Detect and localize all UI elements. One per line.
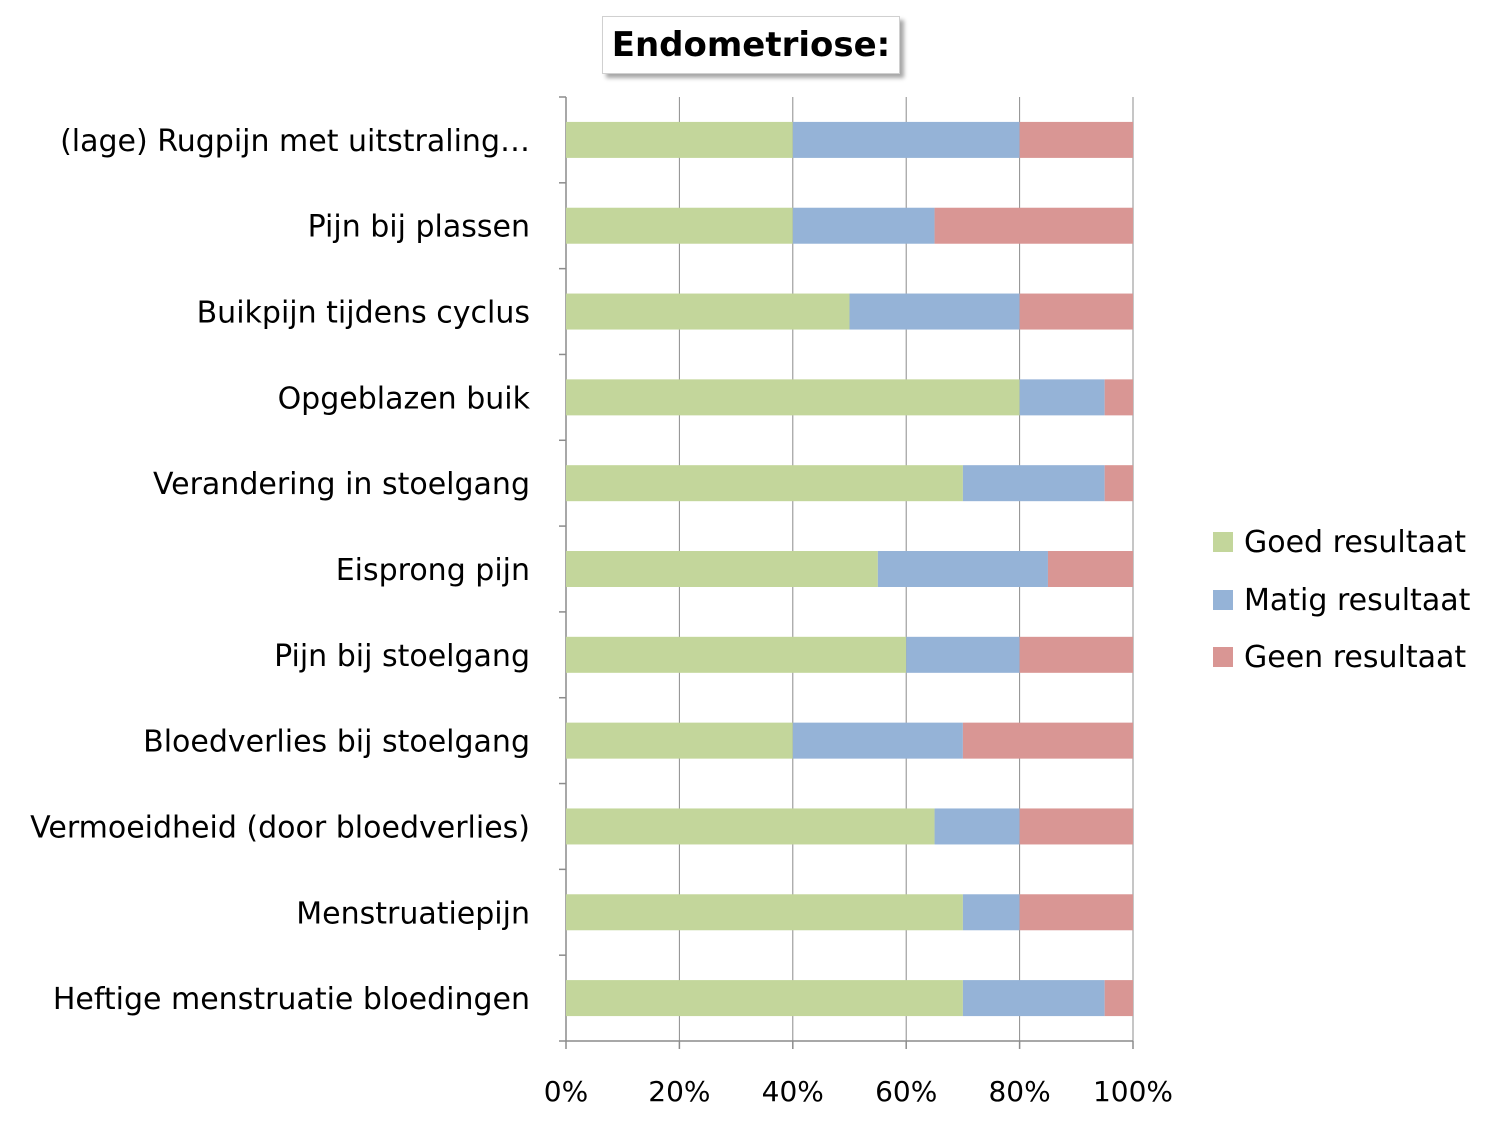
- legend-label: Geen resultaat: [1244, 640, 1466, 675]
- bar-segment: [962, 465, 1105, 502]
- bar-segment: [566, 551, 878, 587]
- chart-title: Endometriose:: [611, 25, 891, 65]
- bar-segment: [792, 207, 935, 244]
- bar-segment: [1019, 121, 1133, 158]
- bar-segment: [877, 551, 1048, 587]
- legend-swatch: [1213, 647, 1233, 667]
- bar-segment: [934, 207, 1133, 244]
- bar-segment: [566, 808, 935, 845]
- category-label: Pijn bij plassen: [308, 210, 530, 245]
- chart-title-box: Endometriose:: [602, 16, 900, 74]
- bar-segment: [934, 808, 1020, 845]
- bar-segment: [1047, 551, 1133, 587]
- bar-segment: [566, 379, 1020, 416]
- bar-segment: [1019, 894, 1133, 931]
- bar-segment: [566, 636, 907, 673]
- bar-segment: [962, 980, 1105, 1017]
- bar-segment: [906, 636, 1020, 673]
- bar-segment: [962, 894, 1020, 931]
- bar-segment: [1019, 379, 1105, 416]
- bar-segment: [1019, 636, 1133, 673]
- bar-segment: [566, 980, 963, 1017]
- legend-swatch: [1213, 532, 1233, 552]
- bar-segment: [1104, 465, 1133, 502]
- category-label: Heftige menstruatie bloedingen: [53, 982, 530, 1017]
- bar-segment: [566, 121, 793, 158]
- legend-label: Goed resultaat: [1244, 525, 1466, 560]
- legend-swatch: [1213, 590, 1233, 610]
- category-label: Vermoeidheid (door bloedverlies): [30, 810, 530, 845]
- x-tick-label: 20%: [648, 1075, 710, 1108]
- bar-segment: [792, 722, 963, 759]
- category-label: (lage) Rugpijn met uitstraling…: [60, 124, 530, 159]
- category-label: Bloedverlies bij stoelgang: [143, 725, 530, 760]
- category-label: Opgeblazen buik: [278, 381, 531, 416]
- x-tick-label: 0%: [544, 1075, 588, 1108]
- bar-segment: [1019, 808, 1133, 845]
- bar-segment: [566, 722, 793, 759]
- category-label: Verandering in stoelgang: [153, 467, 530, 502]
- bar-segment: [1104, 980, 1133, 1017]
- bar-segment: [849, 293, 1020, 330]
- bar-segment: [566, 465, 963, 502]
- x-tick-label: 100%: [1093, 1075, 1173, 1108]
- legend-label: Matig resultaat: [1244, 583, 1471, 618]
- category-label: Menstruatiepijn: [296, 896, 530, 931]
- bar-segment: [566, 894, 963, 931]
- category-label: Pijn bij stoelgang: [274, 639, 530, 674]
- bar-segment: [792, 121, 1020, 158]
- x-tick-label: 40%: [762, 1075, 824, 1108]
- category-label: Eisprong pijn: [336, 553, 530, 588]
- category-label: Buikpijn tijdens cyclus: [197, 296, 530, 331]
- bar-segment: [962, 722, 1133, 759]
- bar-segment: [1104, 379, 1133, 416]
- bar-segment: [566, 207, 793, 244]
- bar-segment: [566, 293, 850, 330]
- x-tick-label: 80%: [988, 1075, 1050, 1108]
- bar-segment: [1019, 293, 1133, 330]
- x-tick-label: 60%: [875, 1075, 937, 1108]
